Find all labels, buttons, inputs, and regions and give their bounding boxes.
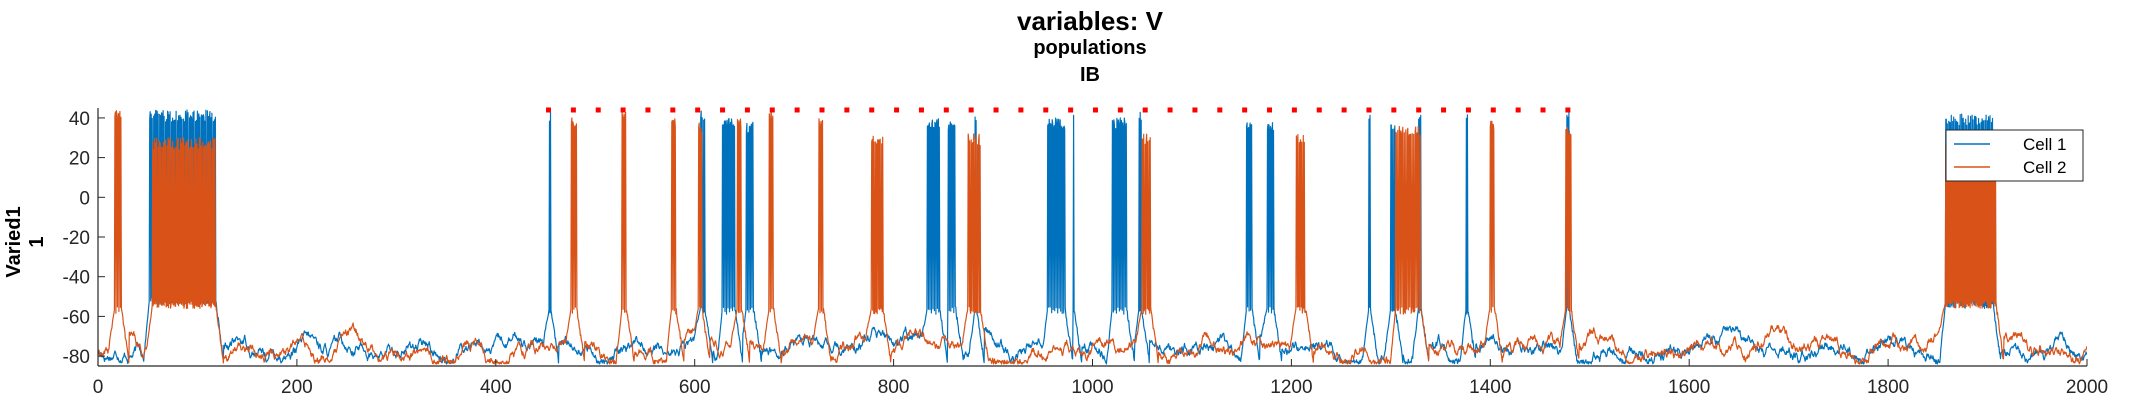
marker-31 (1316, 107, 1322, 113)
marker-16 (943, 107, 949, 113)
chart-subtitle-line-1: populations (1033, 37, 1146, 59)
y-tick-label--20: -20 (63, 228, 90, 249)
y-tick-label-40: 40 (69, 109, 90, 130)
marker-6 (695, 107, 701, 113)
x-tick-label-600: 600 (679, 377, 711, 398)
x-tick-label-1600: 1600 (1668, 377, 1710, 398)
marker-11 (819, 107, 825, 113)
marker-9 (769, 107, 775, 113)
series-layer (98, 109, 2087, 365)
y-tick-label--60: -60 (63, 307, 90, 328)
y-axis-label-group: Varied1 1 (3, 206, 48, 277)
series-line-1 (98, 109, 2087, 365)
legend-label-cell-1: Cell 1 (2023, 135, 2066, 154)
legend: Cell 1 Cell 2 (1945, 129, 2084, 182)
marker-7 (720, 107, 726, 113)
y-tick-label-20: 20 (69, 149, 90, 170)
x-tick-label-200: 200 (281, 377, 313, 398)
marker-15 (918, 107, 924, 113)
marker-2 (595, 107, 601, 113)
marker-24 (1142, 107, 1148, 113)
marker-14 (894, 107, 900, 113)
marker-10 (794, 107, 800, 113)
x-tick-label-1800: 1800 (1867, 377, 1909, 398)
x-tick-label-1000: 1000 (1071, 377, 1113, 398)
marker-27 (1217, 107, 1223, 113)
marker-12 (844, 107, 850, 113)
marker-22 (1092, 107, 1098, 113)
marker-37 (1465, 107, 1471, 113)
marker-32 (1341, 107, 1347, 113)
y-axis-label-line-2: 1 (26, 236, 48, 247)
marker-layer (546, 107, 1571, 113)
marker-34 (1391, 107, 1397, 113)
axes: 0 200 400 600 800 1000 1200 1400 1600 1800 2000 -8… (63, 108, 2108, 398)
marker-21 (1068, 107, 1074, 113)
marker-36 (1441, 107, 1447, 113)
x-ticks: 0 200 400 600 800 1000 1200 1400 1600 1800 2000 (93, 359, 2108, 398)
marker-17 (968, 107, 974, 113)
marker-8 (744, 107, 750, 113)
marker-20 (1043, 107, 1049, 113)
legend-label-cell-2: Cell 2 (2023, 158, 2066, 177)
marker-18 (993, 107, 999, 113)
y-ticks: -80 -60 -40 -20 0 20 40 (63, 109, 105, 368)
x-tick-label-1400: 1400 (1469, 377, 1511, 398)
marker-35 (1416, 107, 1422, 113)
marker-29 (1267, 107, 1273, 113)
y-tick-label--40: -40 (63, 268, 90, 289)
marker-5 (670, 107, 676, 113)
chart-title: variables: V (1017, 6, 1164, 36)
plot-area (98, 107, 2087, 365)
marker-0 (546, 107, 552, 113)
x-tick-label-0: 0 (93, 377, 104, 398)
marker-39 (1515, 107, 1521, 113)
marker-33 (1366, 107, 1372, 113)
marker-30 (1291, 107, 1297, 113)
series-line-2 (98, 109, 2087, 365)
x-tick-label-2000: 2000 (2066, 377, 2108, 398)
title-group: variables: V populations IB (1017, 6, 1164, 86)
x-tick-label-800: 800 (878, 377, 910, 398)
marker-19 (1018, 107, 1024, 113)
marker-28 (1242, 107, 1248, 113)
marker-1 (570, 107, 576, 113)
y-tick-label-0: 0 (79, 188, 90, 209)
marker-38 (1490, 107, 1496, 113)
x-tick-label-400: 400 (480, 377, 512, 398)
marker-23 (1117, 107, 1123, 113)
marker-26 (1192, 107, 1198, 113)
y-axis-label-line-1: Varied1 (3, 206, 25, 277)
legend-box (1945, 129, 2084, 182)
marker-41 (1565, 107, 1571, 113)
marker-40 (1540, 107, 1546, 113)
marker-4 (645, 107, 651, 113)
marker-13 (869, 107, 875, 113)
marker-25 (1167, 107, 1173, 113)
x-tick-label-1200: 1200 (1270, 377, 1312, 398)
y-tick-label--80: -80 (63, 347, 90, 368)
marker-3 (620, 107, 626, 113)
chart-subtitle-line-2: IB (1080, 64, 1100, 86)
